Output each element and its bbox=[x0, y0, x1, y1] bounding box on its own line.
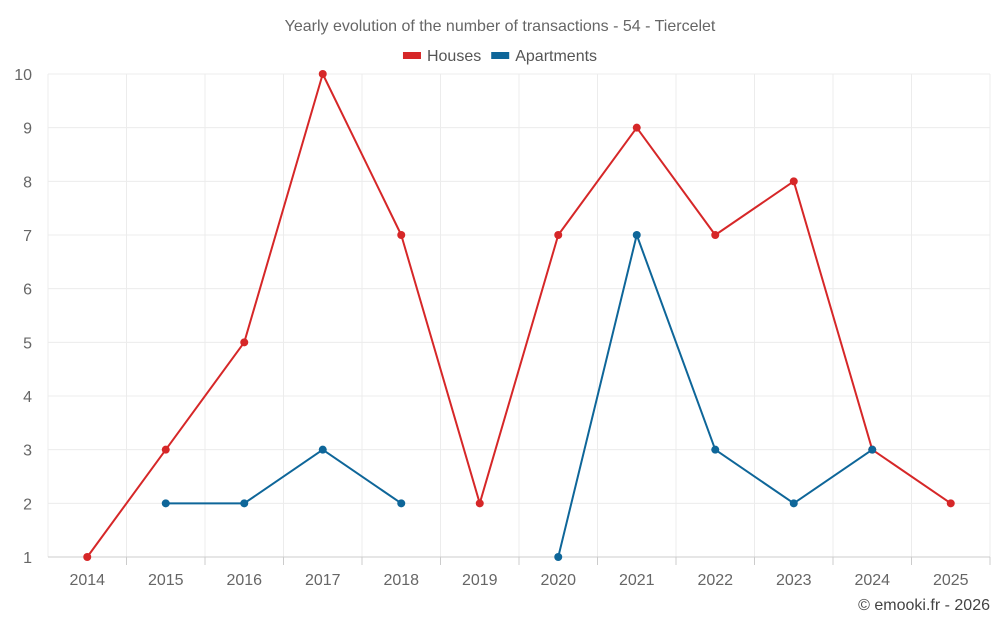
y-tick-label: 6 bbox=[23, 282, 32, 299]
legend-label-houses: Houses bbox=[427, 48, 481, 65]
legend-item-apartments[interactable]: Apartments bbox=[491, 48, 597, 65]
y-tick-label: 10 bbox=[14, 67, 32, 84]
y-tick-label: 9 bbox=[23, 121, 32, 138]
legend: Houses Apartments bbox=[402, 48, 597, 65]
apartments-point[interactable] bbox=[240, 499, 249, 508]
houses-point[interactable] bbox=[554, 231, 563, 239]
x-tick-label: 2020 bbox=[540, 572, 576, 589]
houses-point[interactable] bbox=[161, 445, 170, 454]
x-tick-label: 2024 bbox=[854, 572, 890, 589]
x-tick-label: 2018 bbox=[383, 572, 419, 589]
apartments-point[interactable] bbox=[161, 499, 170, 508]
x-tick-label: 2025 bbox=[933, 572, 969, 589]
x-tick-label: 2022 bbox=[697, 572, 733, 589]
legend-swatch-houses bbox=[402, 52, 421, 59]
houses-point[interactable] bbox=[711, 231, 720, 239]
houses-point[interactable] bbox=[240, 338, 249, 347]
x-tick-label: 2017 bbox=[305, 572, 341, 589]
apartments-point[interactable] bbox=[711, 445, 720, 454]
apartments-point[interactable] bbox=[397, 499, 406, 508]
legend-label-apartments: Apartments bbox=[515, 48, 597, 65]
houses-point[interactable] bbox=[475, 499, 484, 508]
x-tick-label: 2015 bbox=[148, 572, 184, 589]
apartments-point[interactable] bbox=[868, 445, 877, 454]
houses-series-line bbox=[86, 73, 952, 558]
gridlines bbox=[47, 73, 991, 557]
x-tick-label: 2016 bbox=[226, 572, 262, 589]
apartments-point[interactable] bbox=[554, 553, 563, 561]
houses-point[interactable] bbox=[83, 553, 92, 561]
x-tick-label: 2019 bbox=[462, 572, 498, 589]
legend-item-houses[interactable]: Houses bbox=[402, 48, 481, 65]
apartments-point[interactable] bbox=[789, 499, 798, 508]
x-tick-label: 2023 bbox=[776, 572, 812, 589]
houses-point[interactable] bbox=[397, 231, 406, 239]
y-tick-label: 2 bbox=[23, 496, 32, 513]
apartments-series-line bbox=[165, 448, 402, 505]
chart-title: Yearly evolution of the number of transa… bbox=[285, 18, 716, 35]
y-tick-label: 4 bbox=[23, 389, 32, 406]
apartments-point[interactable] bbox=[632, 231, 641, 239]
x-tick-label: 2014 bbox=[69, 572, 105, 589]
y-tick-label: 5 bbox=[23, 335, 32, 352]
legend-swatch-apartments bbox=[491, 52, 510, 59]
y-tick-label: 1 bbox=[23, 550, 32, 567]
houses-point[interactable] bbox=[789, 177, 798, 186]
axes: 1 2 3 4 5 6 7 8 9 10 2014 2015 2016 2017 2018 2019 2020 2… bbox=[14, 67, 991, 589]
houses-point[interactable] bbox=[632, 123, 641, 132]
houses-point[interactable] bbox=[318, 70, 327, 78]
credit-text: © emooki.fr - 2026 bbox=[858, 597, 990, 614]
series-layer bbox=[83, 70, 955, 561]
x-tick-label: 2021 bbox=[619, 572, 655, 589]
apartments-point[interactable] bbox=[318, 445, 327, 454]
houses-point[interactable] bbox=[946, 499, 955, 508]
y-tick-label: 8 bbox=[23, 174, 32, 191]
y-tick-label: 3 bbox=[23, 443, 32, 460]
y-tick-label: 7 bbox=[23, 228, 32, 245]
